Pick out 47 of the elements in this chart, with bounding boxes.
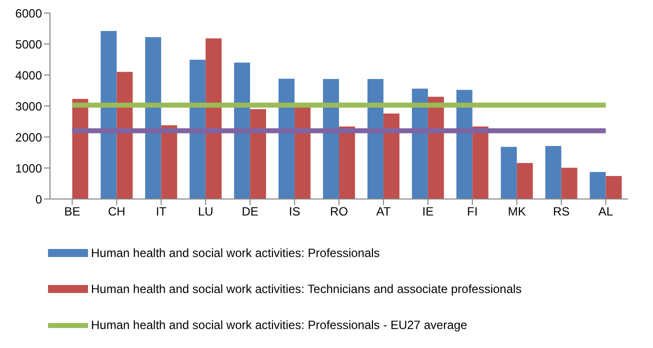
y-tick-label: 0 [35, 192, 42, 206]
bar [234, 62, 250, 199]
x-tick-label: DE [242, 204, 258, 219]
bar [367, 79, 384, 199]
bar [278, 78, 295, 199]
bar [145, 37, 162, 199]
x-tick-label: IE [422, 204, 434, 219]
x-tick-label: RS [552, 204, 570, 219]
bar [412, 88, 428, 199]
bar [294, 108, 311, 199]
bar [428, 96, 444, 199]
bar [338, 126, 355, 199]
y-tick-label: 4000 [15, 68, 42, 82]
bar [250, 109, 266, 199]
legend-label: Human health and social work activities: Professionals - EU27 average [91, 318, 468, 332]
bar [545, 146, 562, 199]
bar [190, 60, 206, 199]
y-tick-label: 6000 [15, 6, 42, 20]
x-tick-label: CH [108, 204, 126, 219]
bar [500, 146, 517, 199]
x-tick-label: RO [330, 204, 348, 219]
legend-label: Human health and social work activities: Professionals [91, 246, 380, 260]
bar [561, 168, 578, 199]
legend-label: Human health and social work activities: Technicians and associate professionals [91, 282, 522, 296]
bar [456, 90, 472, 199]
x-tick-label: IT [156, 204, 168, 219]
x-tick-label: IS [288, 204, 300, 219]
bar [472, 126, 488, 199]
bar [516, 163, 533, 199]
y-tick-label: 1000 [15, 161, 42, 176]
x-tick-label: LU [198, 204, 214, 219]
bar [206, 38, 222, 199]
bar [322, 79, 339, 199]
bar [116, 72, 133, 199]
bar [161, 125, 178, 199]
x-tick-label: BE [64, 204, 80, 219]
y-tick-label: 5000 [15, 37, 42, 52]
bar [606, 176, 622, 199]
x-tick-label: AL [598, 204, 614, 219]
bar [590, 172, 606, 199]
y-tick-label: 2000 [15, 130, 42, 144]
bar [383, 113, 400, 199]
x-tick-label: MK [508, 204, 526, 219]
x-tick-label: FI [467, 204, 478, 219]
bar [100, 30, 117, 199]
y-tick-label: 3000 [15, 99, 42, 114]
x-tick-label: AT [376, 204, 392, 219]
